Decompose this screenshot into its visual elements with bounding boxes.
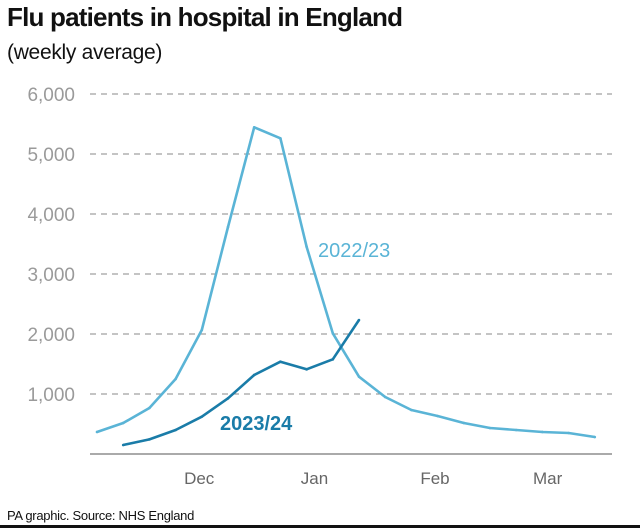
data-point xyxy=(121,443,125,447)
data-point xyxy=(174,377,177,381)
data-point xyxy=(148,406,151,410)
data-point xyxy=(95,430,99,434)
data-point xyxy=(331,358,335,361)
chart-subtitle: (weekly average) xyxy=(7,41,163,64)
y-tick-label: 3,000 xyxy=(27,265,75,286)
bottom-rule xyxy=(0,525,640,528)
data-point xyxy=(252,373,256,377)
series-line-2023-24 xyxy=(122,319,361,447)
data-point xyxy=(462,421,466,425)
data-point xyxy=(357,318,361,322)
data-point xyxy=(410,408,413,412)
data-point xyxy=(174,428,177,432)
y-tick-label: 6,000 xyxy=(27,85,75,106)
data-point xyxy=(514,428,518,432)
data-point xyxy=(567,431,570,435)
y-tick-label: 2,000 xyxy=(27,325,75,346)
data-point xyxy=(331,332,335,335)
y-tick-label: 5,000 xyxy=(27,145,75,166)
data-point xyxy=(383,395,387,399)
series-line-2022-23 xyxy=(96,126,595,439)
data-point xyxy=(200,415,204,418)
source-footer: PA graphic. Source: NHS England xyxy=(7,508,195,523)
data-point xyxy=(226,225,230,229)
data-point xyxy=(279,360,282,363)
data-point xyxy=(488,426,492,430)
data-point xyxy=(357,375,361,378)
x-tick-label: Jan xyxy=(301,469,328,488)
series-label-2023-24: 2023/24 xyxy=(220,413,293,435)
data-point xyxy=(226,397,230,400)
data-point xyxy=(279,137,282,140)
y-tick-label: 1,000 xyxy=(27,385,75,406)
data-point xyxy=(252,126,256,129)
data-point xyxy=(200,328,204,332)
chart-title: Flu patients in hospital in England xyxy=(7,2,403,32)
series-label-2022-23: 2022/23 xyxy=(318,240,390,262)
y-tick-label: 4,000 xyxy=(27,205,75,226)
data-point xyxy=(541,430,544,434)
data-point xyxy=(436,414,439,418)
data-point xyxy=(305,245,308,248)
data-point xyxy=(148,438,151,441)
x-tick-label: Feb xyxy=(420,469,449,488)
data-point xyxy=(593,435,597,439)
data-point xyxy=(121,421,125,425)
x-tick-label: Dec xyxy=(184,469,215,488)
data-point xyxy=(305,368,308,371)
x-tick-label: Mar xyxy=(533,469,563,488)
